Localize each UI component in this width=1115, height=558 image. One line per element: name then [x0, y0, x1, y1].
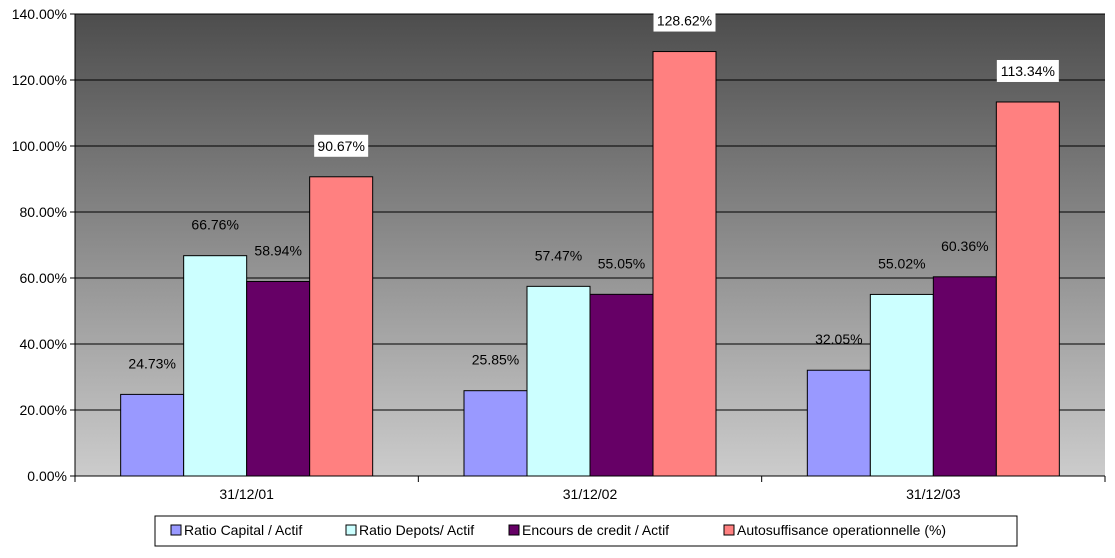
bar — [120, 393, 185, 477]
data-label: 24.73% — [128, 355, 175, 371]
y-tick-label: 40.00% — [20, 336, 67, 352]
bar — [589, 293, 654, 477]
bar — [652, 51, 717, 477]
bar — [806, 369, 871, 477]
data-label: 55.02% — [878, 255, 925, 271]
y-tick-label: 20.00% — [20, 402, 67, 418]
y-tick-label: 60.00% — [20, 270, 67, 286]
legend-label: Ratio Depots/ Actif — [359, 522, 474, 538]
data-label-box — [996, 59, 1059, 82]
bar — [932, 276, 997, 477]
bar — [995, 101, 1060, 477]
y-tick-label: 80.00% — [20, 204, 67, 220]
data-label: 113.34% — [1001, 63, 1055, 79]
bar — [183, 255, 248, 477]
bar — [463, 390, 528, 477]
data-label: 58.94% — [254, 242, 301, 258]
y-tick-label: 0.00% — [27, 468, 67, 484]
legend-swatch — [508, 524, 520, 536]
bar — [869, 293, 934, 477]
bar — [526, 285, 591, 477]
bar — [309, 176, 374, 477]
x-tick-label: 31/12/02 — [563, 486, 618, 502]
y-tick-label: 100.00% — [12, 138, 67, 154]
legend-swatch — [345, 524, 357, 536]
legend-label: Ratio Capital / Actif — [184, 522, 302, 538]
bar — [246, 280, 311, 477]
legend-label: Autosuffisance operationnelle (%) — [737, 522, 946, 538]
data-label: 57.47% — [535, 247, 582, 263]
y-tick-label: 120.00% — [12, 72, 67, 88]
data-label-box — [314, 134, 369, 157]
legend-swatch — [170, 524, 182, 536]
data-label-box — [653, 9, 716, 32]
legend-swatch — [723, 524, 735, 536]
data-label: 55.05% — [598, 255, 645, 271]
data-label: 32.05% — [815, 331, 862, 347]
legend — [154, 515, 1018, 547]
legend-label: Encours de credit / Actif — [522, 522, 669, 538]
data-label: 128.62% — [657, 13, 712, 29]
data-label: 25.85% — [472, 352, 519, 368]
y-tick-label: 140.00% — [12, 6, 67, 22]
data-label: 66.76% — [191, 217, 238, 233]
data-label: 60.36% — [941, 238, 988, 254]
x-tick-label: 31/12/03 — [906, 486, 961, 502]
data-label: 90.67% — [317, 138, 364, 154]
x-tick-label: 31/12/01 — [219, 486, 274, 502]
